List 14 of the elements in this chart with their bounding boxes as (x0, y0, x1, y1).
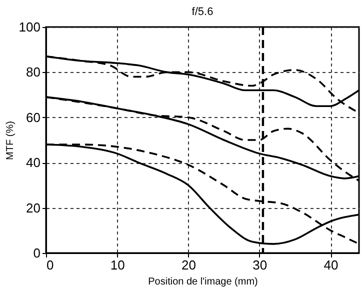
y-tick-label: 100 (18, 20, 40, 34)
x-tick-label: 0 (46, 258, 54, 272)
y-tick-label: 60 (26, 110, 40, 125)
y-tick-label: 40 (26, 155, 40, 170)
y-axis-title: MTF (%) (4, 121, 16, 160)
x-tick-label: 30 (252, 258, 268, 272)
chart-title: f/5.6 (192, 6, 214, 18)
y-tick-label: 80 (26, 64, 40, 80)
x-tick-label: 20 (182, 258, 196, 272)
x-tick-label: 10 (110, 258, 125, 272)
x-tick-label: 40 (324, 258, 338, 272)
y-tick-label: 0 (33, 246, 40, 260)
y-tick-label: 20 (26, 200, 40, 216)
x-axis-title: Position de l'image (mm) (148, 276, 258, 288)
